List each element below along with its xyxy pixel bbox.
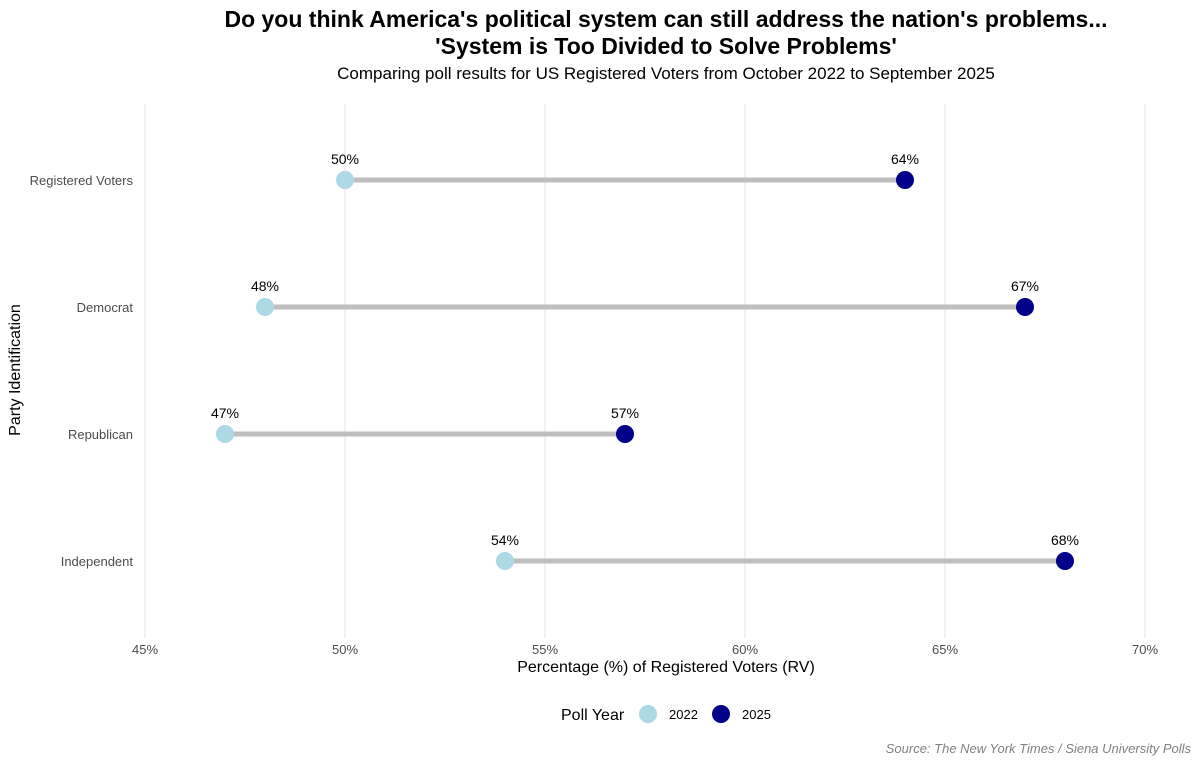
point-2025 xyxy=(616,425,634,443)
point-2025 xyxy=(896,171,914,189)
y-axis-categories: Registered Voters Democrat Republican Indep… xyxy=(30,173,134,569)
legend-title: Poll Year xyxy=(561,707,625,724)
x-tick-label: 50% xyxy=(332,642,358,657)
legend-swatch-2022 xyxy=(639,705,657,723)
y-axis-title: Party Identification xyxy=(7,304,24,436)
data-label-2022: 48% xyxy=(251,278,279,294)
x-tick-label: 70% xyxy=(1132,642,1158,657)
point-2022 xyxy=(496,552,514,570)
data-label-2022: 47% xyxy=(211,405,239,421)
category-label: Independent xyxy=(61,554,134,569)
x-axis-title: Percentage (%) of Registered Voters (RV) xyxy=(517,659,815,676)
point-2025 xyxy=(1056,552,1074,570)
point-2022 xyxy=(216,425,234,443)
legend-label-2025: 2025 xyxy=(742,707,771,722)
category-label: Registered Voters xyxy=(30,173,134,188)
point-2022 xyxy=(336,171,354,189)
x-tick-label: 55% xyxy=(532,642,558,657)
data-label-2025: 67% xyxy=(1011,278,1039,294)
category-label: Republican xyxy=(68,427,133,442)
x-axis-ticks: 45% 50% 55% 60% 65% 70% xyxy=(132,642,1158,657)
legend-swatch-2025 xyxy=(712,705,730,723)
data-label-2025: 64% xyxy=(891,151,919,167)
connectors xyxy=(225,177,1065,564)
data-label-2025: 57% xyxy=(611,405,639,421)
x-tick-label: 65% xyxy=(932,642,958,657)
point-2022 xyxy=(256,298,274,316)
data-label-2022: 54% xyxy=(491,532,519,548)
legend-label-2022: 2022 xyxy=(669,707,698,722)
x-tick-label: 60% xyxy=(732,642,758,657)
data-points xyxy=(216,171,1074,570)
chart-title-line2: 'System is Too Divided to Solve Problems… xyxy=(435,33,897,59)
data-label-2022: 50% xyxy=(331,151,359,167)
data-labels: 50% 48% 47% 54% 64% 67% 57% 68% xyxy=(211,151,1079,548)
chart-subtitle: Comparing poll results for US Registered… xyxy=(337,64,995,83)
source-note: Source: The New York Times / Siena Unive… xyxy=(886,741,1192,756)
x-tick-label: 45% xyxy=(132,642,158,657)
point-2025 xyxy=(1016,298,1034,316)
data-label-2025: 68% xyxy=(1051,532,1079,548)
gridlines xyxy=(144,104,1146,638)
legend: Poll Year 2022 2025 xyxy=(561,705,771,724)
category-label: Democrat xyxy=(77,300,134,315)
chart-title-line1: Do you think America's political system … xyxy=(224,6,1107,32)
